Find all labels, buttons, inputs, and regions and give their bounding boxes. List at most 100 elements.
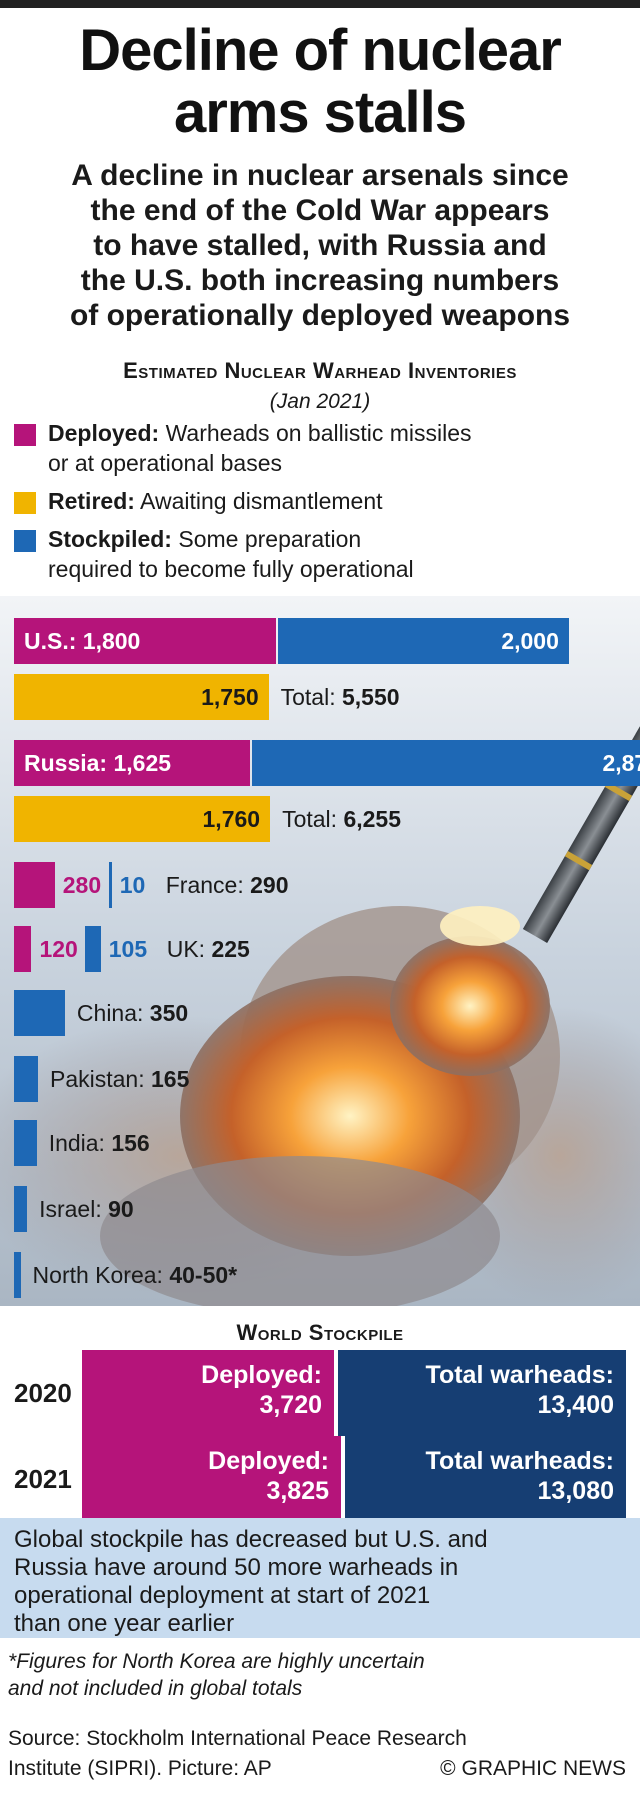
total-label-india-part: 156 <box>111 1130 150 1156</box>
world-total-2020: Total warheads: 13,400 <box>338 1350 626 1436</box>
bar-stockpiled-northkorea <box>14 1252 21 1298</box>
total-label-northkorea-part: 40-50* <box>169 1262 238 1288</box>
subtitle-line: A decline in nuclear arsenals since <box>71 159 569 192</box>
bar-deployed-us-label: U.S.: 1,800 <box>24 628 141 654</box>
total-label-russia-part: Total: <box>282 806 344 832</box>
legend-desc-2: required to become fully operational <box>48 556 414 582</box>
bar-deployed-france <box>14 862 55 908</box>
world-deployed-2020: Deployed: 3,720 <box>82 1350 334 1436</box>
world-total-label: Total warheads: <box>425 1361 614 1389</box>
total-label-uk-part: UK: <box>166 936 212 962</box>
legend-stockpiled: Stockpiled: Some preparation required to… <box>14 524 614 584</box>
total-label-israel-part: 90 <box>108 1196 134 1222</box>
bar-retired-russia-label: 1,760 <box>202 806 261 832</box>
total-label-us: Total: 5,550 <box>281 682 400 712</box>
chart-date: (Jan 2021) <box>269 390 371 413</box>
bar-stockpiled-uk <box>85 926 101 972</box>
legend-deployed: Deployed: Warheads on ballistic missiles… <box>14 418 614 478</box>
bar-deployed-us: U.S.: 1,800 <box>14 618 276 664</box>
world-year-2020: 2020 <box>14 1378 72 1408</box>
world-deployed-label: Deployed: <box>208 1447 329 1475</box>
top-rule <box>0 0 640 8</box>
legend-desc: Warheads on ballistic missiles <box>159 420 472 446</box>
legend-key: Retired: <box>48 488 135 514</box>
subtitle-line: the U.S. both increasing numbers <box>80 264 560 297</box>
bar-stockpiled-france <box>108 862 112 908</box>
total-label-us-part: 5,550 <box>342 684 400 710</box>
bar-deployed-russia: Russia: 1,625 <box>14 740 251 786</box>
footnote: *Figures for North Korea are highly unce… <box>8 1648 628 1702</box>
note-line: than one year earlier <box>14 1610 235 1637</box>
total-label-northkorea-part: North Korea: <box>32 1262 170 1288</box>
bar-stockpiled-pakistan <box>14 1056 38 1102</box>
bar-retired-russia: 1,760 <box>14 796 271 842</box>
title-line-2: arms stalls <box>173 80 467 145</box>
total-label-uk-part: 225 <box>211 936 250 962</box>
total-label-china: China: 350 <box>77 998 188 1028</box>
world-deployed-value: 3,825 <box>266 1477 329 1505</box>
legend-desc: Awaiting dismantlement <box>134 488 383 514</box>
note-line: operational deployment at start of 2021 <box>14 1582 431 1609</box>
subtitle-line: to have stalled, with Russia and <box>93 229 547 262</box>
legend-key: Stockpiled: <box>48 526 172 552</box>
subtitle-line: of operationally deployed weapons <box>69 299 571 332</box>
page-title: Decline of nuclear arms stalls <box>0 20 640 144</box>
total-label-france: France: 290 <box>166 870 289 900</box>
chart-title: Estimated Nuclear Warhead Inventories <box>0 358 640 384</box>
summary-note: Global stockpile has decreased but U.S. … <box>0 1518 640 1638</box>
subtitle-line: the end of the Cold War appears <box>90 194 550 227</box>
world-stockpile-title-text: World Stockpile <box>236 1320 404 1345</box>
total-label-india-part: India: <box>48 1130 112 1156</box>
value-stockpiled-france: 10 <box>119 872 146 898</box>
world-year-2021: 2021 <box>14 1464 72 1494</box>
legend-retired: Retired: Awaiting dismantlement <box>14 486 614 516</box>
bar-retired-us: 1,750 <box>14 674 269 720</box>
bar-stockpiled-us-label: 2,000 <box>501 628 559 654</box>
graphic-news-credit: © GRAPHIC NEWS <box>440 1757 626 1780</box>
bar-stockpiled-china <box>14 990 65 1036</box>
legend-swatch-retired <box>14 492 36 514</box>
total-label-pakistan-part: 165 <box>151 1066 190 1092</box>
value-deployed-france: 280 <box>62 872 102 898</box>
total-label-russia: Total: 6,255 <box>282 804 401 834</box>
source-line: Institute (SIPRI). Picture: AP <box>8 1757 272 1780</box>
bar-stockpiled-israel <box>14 1186 28 1232</box>
value-stockpiled-uk: 105 <box>108 936 148 962</box>
source-credit: Source: Stockholm International Peace Re… <box>8 1724 628 1784</box>
total-label-france-part: 290 <box>250 872 289 898</box>
world-total-2021: Total warheads: 13,080 <box>345 1436 626 1522</box>
footnote-line: and not included in global totals <box>8 1677 303 1700</box>
legend-desc: Some preparation <box>171 526 362 552</box>
bar-deployed-russia-label: Russia: 1,625 <box>24 750 172 776</box>
footnote-line: *Figures for North Korea are highly unce… <box>8 1650 425 1673</box>
total-label-us-part: Total: <box>280 684 342 710</box>
bar-stockpiled-russia-label: 2,870 <box>602 750 640 776</box>
title-line-1: Decline of nuclear <box>79 18 562 83</box>
world-total-value: 13,080 <box>537 1477 614 1505</box>
total-label-israel-part: Israel: <box>39 1196 109 1222</box>
world-deployed-value: 3,720 <box>259 1391 322 1419</box>
legend-desc-2: or at operational bases <box>48 450 282 476</box>
bar-stockpiled-russia: 2,870 <box>252 740 640 786</box>
total-label-china-part: 350 <box>149 1000 189 1026</box>
world-deployed-label: Deployed: <box>201 1361 322 1389</box>
world-deployed-2021: Deployed: 3,825 <box>82 1436 341 1522</box>
total-label-israel: Israel: 90 <box>39 1194 134 1224</box>
chart-title-text: Estimated Nuclear Warhead Inventories <box>123 358 517 383</box>
note-line: Russia have around 50 more warheads in <box>14 1554 459 1581</box>
total-label-pakistan-part: Pakistan: <box>50 1066 151 1092</box>
total-label-russia-part: 6,255 <box>343 806 402 832</box>
total-label-china-part: China: <box>76 1000 150 1026</box>
total-label-uk: UK: 225 <box>167 934 250 964</box>
legend-swatch-stockpiled <box>14 530 36 552</box>
value-deployed-uk: 120 <box>39 936 78 962</box>
bar-deployed-uk <box>14 926 32 972</box>
bar-stockpiled-india <box>14 1120 37 1166</box>
world-total-value: 13,400 <box>537 1391 614 1419</box>
legend-swatch-deployed <box>14 424 36 446</box>
total-label-france-part: France: <box>165 872 251 898</box>
total-label-india: India: 156 <box>49 1128 150 1158</box>
legend-key: Deployed: <box>48 420 160 446</box>
bar-stockpiled-us: 2,000 <box>277 618 569 664</box>
bar-retired-us-label: 1,750 <box>201 684 259 710</box>
